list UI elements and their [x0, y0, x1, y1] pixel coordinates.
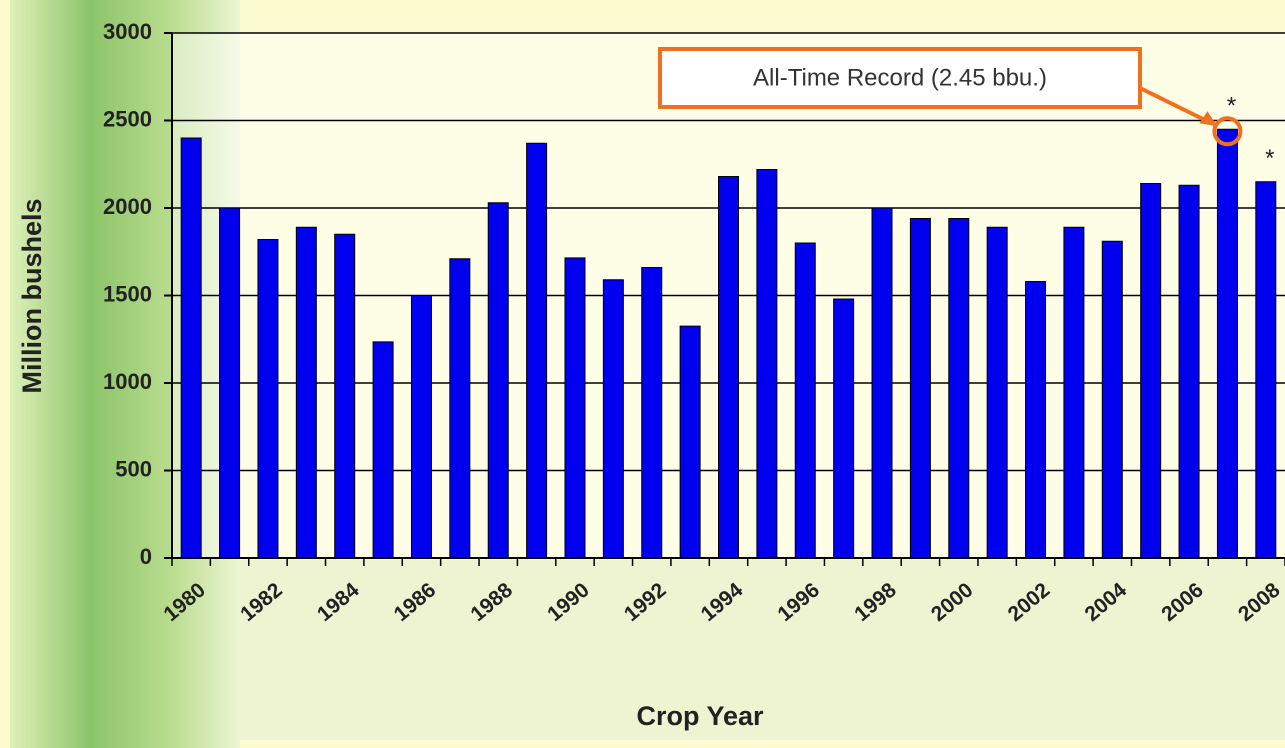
- bar: [871, 207, 893, 559]
- bar: [756, 169, 778, 559]
- bar: [257, 239, 279, 559]
- bar: [564, 257, 586, 559]
- bar: [602, 279, 624, 559]
- bar: [372, 341, 394, 559]
- bar: [1140, 183, 1162, 559]
- annotation-circle: [1212, 116, 1243, 147]
- bar: [410, 295, 432, 559]
- bar: [641, 267, 663, 559]
- bar: [180, 137, 202, 559]
- bar: [679, 325, 701, 559]
- marker: *: [1265, 145, 1274, 172]
- bar: [909, 218, 931, 559]
- bar: [986, 226, 1008, 559]
- bar: [1063, 226, 1085, 559]
- bar: [1101, 240, 1123, 559]
- bar: [526, 142, 548, 559]
- bar: [334, 233, 356, 559]
- axis-band: [240, 560, 1285, 740]
- bar: [219, 207, 241, 559]
- y-tick-label: 0: [140, 544, 152, 569]
- annotation-arrow: [1139, 86, 1213, 126]
- bar: [718, 176, 739, 559]
- x-axis-label: Crop Year: [636, 701, 764, 731]
- bar: [1255, 181, 1277, 559]
- bar: [295, 226, 317, 559]
- bar: [1216, 128, 1238, 559]
- marker: *: [1227, 93, 1236, 120]
- bar: [487, 202, 509, 559]
- y-tick-label: 1500: [103, 281, 152, 306]
- y-axis-label: Million bushels: [17, 198, 47, 393]
- bar: [833, 298, 855, 559]
- annotation: All-Time Record (2.45 bbu.): [753, 64, 1047, 91]
- bar: [948, 218, 970, 559]
- y-tick-label: 1000: [103, 369, 152, 394]
- y-tick-label: 500: [115, 456, 152, 481]
- bar: [449, 258, 471, 559]
- bar: [1025, 281, 1047, 559]
- annotation-arrowhead: [1199, 111, 1218, 127]
- y-tick-label: 2000: [103, 194, 152, 219]
- annotation-box: [658, 47, 1142, 109]
- bar: [794, 242, 816, 559]
- bar: [1178, 184, 1200, 559]
- y-tick-label: 3000: [103, 19, 152, 44]
- y-tick-label: 2500: [103, 106, 152, 131]
